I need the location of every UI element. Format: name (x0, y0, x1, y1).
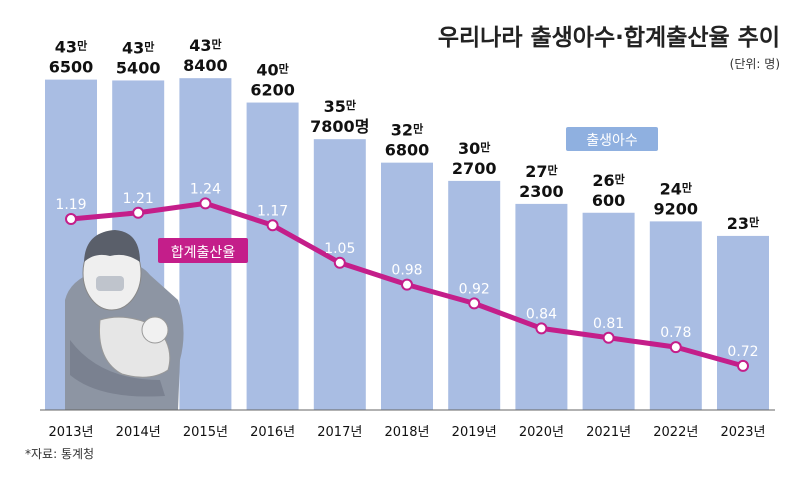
x-tick-label-1: 2014년 (116, 425, 161, 440)
rate-label-8: 0.81 (593, 316, 624, 332)
bar-label-top-7: 27만 (525, 162, 557, 181)
x-tick-label-0: 2013년 (48, 425, 93, 440)
bar-label-bottom-4: 7800명 (310, 117, 369, 136)
rate-label-10: 0.72 (727, 344, 758, 360)
bar-label-bottom-7: 2300 (519, 182, 564, 201)
rate-point-4 (333, 256, 346, 269)
rate-label-3: 1.17 (257, 203, 288, 219)
bar-6 (448, 180, 501, 410)
x-tick-label-8: 2021년 (586, 425, 631, 440)
rate-point-1 (132, 206, 145, 219)
bar-label-bottom-5: 6800 (385, 141, 430, 160)
rate-point-9 (669, 341, 682, 354)
legend-tag-births-label: 출생아수 (586, 133, 638, 149)
bar-8 (582, 212, 635, 410)
x-tick-label-5: 2018년 (384, 425, 429, 440)
x-tick-label-4: 2017년 (317, 425, 362, 440)
rate-label-5: 0.98 (391, 263, 422, 279)
bar-9 (649, 221, 702, 410)
rate-point-3 (266, 219, 279, 232)
x-tick-label-2: 2015년 (183, 425, 228, 440)
source-note: *자료: 통계청 (25, 447, 94, 461)
x-axis-labels: 2013년 2014년 2015년 2016년 2017년 2018년 2019년 2020년… (48, 425, 765, 440)
bar-4 (313, 139, 366, 410)
bar-label-bottom-0: 6500 (49, 58, 94, 77)
bar-label-bottom-9: 9200 (654, 199, 699, 218)
bar-10 (717, 235, 769, 410)
rate-point-6 (468, 297, 481, 310)
legend-tag-rate: 합계출산율 (158, 238, 248, 263)
bar-label-bottom-6: 2700 (452, 159, 497, 178)
bar-label-top-3: 40만 (256, 61, 288, 80)
rate-label-0: 1.19 (55, 197, 86, 213)
x-tick-label-3: 2016년 (250, 425, 295, 440)
bar-label-top-1: 43만 (122, 38, 154, 57)
fertility-rate-labels: 1.19 1.21 1.24 1.17 1.05 0.98 0.92 0.84 0.81 0.78… (55, 181, 758, 360)
bar-label-bottom-3: 6200 (250, 81, 295, 100)
rate-point-0 (65, 213, 77, 226)
bar-3 (246, 102, 299, 411)
rate-label-2: 1.24 (190, 181, 221, 197)
x-tick-label-9: 2022년 (653, 425, 698, 440)
rate-point-8 (602, 331, 615, 344)
chart-title: 우리나라 출생아수·합계출산율 추이 (438, 25, 780, 51)
bar-label-top-5: 32만 (391, 121, 423, 140)
parent-baby-illustration (65, 230, 184, 410)
x-tick-label-10: 2023년 (720, 425, 765, 440)
fertility-rate-points (65, 197, 749, 372)
rate-point-7 (535, 322, 548, 335)
bar-label-bottom-2: 8400 (183, 56, 228, 75)
bar-label-top-4: 35만 (324, 97, 356, 116)
x-tick-label-6: 2019년 (452, 425, 497, 440)
rate-label-7: 0.84 (526, 306, 557, 322)
legend-tag-births: 출생아수 (566, 127, 658, 151)
rate-label-9: 0.78 (660, 325, 691, 341)
bar-7 (515, 203, 568, 410)
bar-label-top-10: 23만 (727, 214, 759, 233)
bar-label-bottom-8: 600 (592, 191, 625, 210)
bar-label-top-9: 24만 (660, 179, 692, 198)
rate-point-2 (199, 197, 212, 210)
unit-note: (단위: 명) (730, 57, 780, 71)
rate-point-5 (401, 278, 413, 291)
bar-label-top-8: 26만 (592, 171, 624, 190)
rate-point-10 (737, 359, 749, 372)
legend-tag-rate-label: 합계출산율 (171, 245, 236, 261)
rate-label-6: 0.92 (459, 281, 490, 297)
bar-label-top-2: 43만 (189, 36, 221, 55)
bar-label-bottom-1: 5400 (116, 58, 161, 77)
bar-label-top-6: 30만 (458, 139, 490, 158)
bar-label-top-0: 43만 (55, 38, 87, 57)
rate-label-1: 1.21 (123, 191, 154, 207)
rate-label-4: 1.05 (324, 241, 355, 257)
x-tick-label-7: 2020년 (519, 425, 564, 440)
